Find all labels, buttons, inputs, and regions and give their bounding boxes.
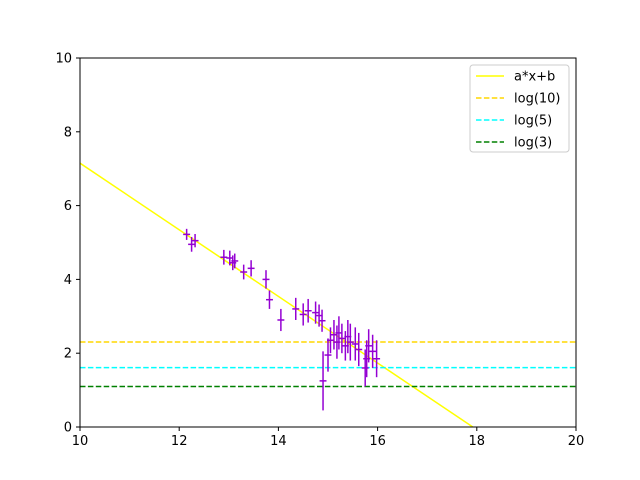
data-point [220, 249, 228, 265]
data-point [183, 228, 191, 240]
x-tick-label: 20 [568, 434, 585, 449]
data-point [369, 334, 377, 368]
data-point [240, 264, 248, 280]
legend-label-2: log(5) [514, 114, 552, 129]
y-tick-label: 0 [64, 421, 72, 436]
legend: a*x+b log(10) log(5) log(3) [469, 64, 570, 153]
legend-label-1: log(10) [514, 92, 561, 107]
axes-frame [79, 57, 577, 428]
legend-box [469, 64, 570, 153]
data-point [299, 303, 307, 326]
data-point [312, 301, 320, 324]
data-point [365, 329, 373, 363]
data-point [327, 327, 334, 354]
data-point [266, 290, 273, 309]
y-tick-label: 10 [55, 52, 72, 67]
plot-area [80, 162, 576, 427]
x-axis-ticks: 10 12 14 16 18 20 [72, 427, 585, 449]
legend-label-3: log(3) [514, 136, 552, 151]
data-point [262, 270, 270, 289]
data-point [355, 332, 363, 367]
x-tick-label: 14 [270, 434, 287, 449]
data-point [191, 234, 199, 248]
legend-label-0: a*x+b [514, 70, 555, 85]
data-point [188, 236, 196, 252]
data-point [318, 309, 326, 332]
data-point [338, 323, 346, 354]
series-line-0 [80, 162, 474, 427]
y-tick-label: 4 [64, 273, 72, 288]
data-point [247, 260, 255, 277]
data-point [324, 338, 332, 372]
data-point [351, 327, 359, 361]
data-point [304, 298, 312, 323]
data-point [346, 323, 354, 361]
data-point [319, 351, 327, 411]
data-point [292, 297, 300, 320]
y-tick-label: 8 [64, 125, 72, 140]
y-tick-label: 6 [64, 199, 72, 214]
y-tick-label: 2 [64, 347, 72, 362]
plot-content [80, 162, 576, 427]
y-axis-ticks: 0 2 4 6 8 10 [55, 52, 80, 436]
data-point [373, 340, 381, 378]
data-point [361, 349, 369, 387]
x-tick-label: 12 [171, 434, 188, 449]
x-tick-label: 18 [469, 434, 486, 449]
data-point [277, 308, 285, 332]
x-tick-label: 16 [369, 434, 386, 449]
x-tick-label: 10 [72, 434, 89, 449]
data-point [231, 253, 239, 269]
